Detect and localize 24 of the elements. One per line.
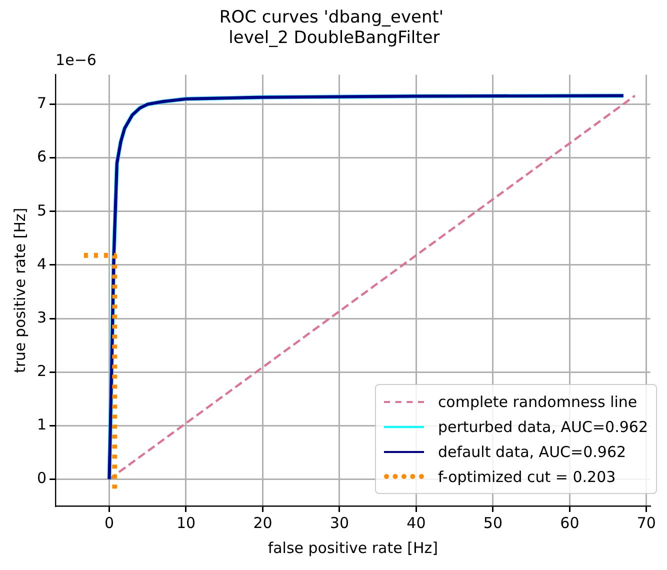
x-tick-label: 30 [330,514,350,532]
legend-label: perturbed data, AUC=0.962 [438,418,648,436]
x-tick-label: 70 [636,514,656,532]
y-tick-label: 6 [36,148,47,166]
legend-label: f-optimized cut = 0.203 [438,468,616,486]
x-axis-title: false positive rate [Hz] [268,538,438,557]
y-tick-label: 4 [36,254,47,273]
y-tick-label: 7 [36,94,47,112]
y-tick-label: 3 [36,308,47,326]
chart-title: ROC curves 'dbang_event' level_2 DoubleBangFilter [219,8,444,48]
y-tick-label: 1 [36,416,47,434]
legend-label: complete randomness line [438,392,638,410]
y-tick-label: 2 [36,362,47,380]
x-tick-label: 10 [176,514,196,532]
x-tick-label: 20 [253,514,272,532]
text: 1e−6 [56,51,96,70]
y-axis-title: true positive rate [Hz] [10,208,29,374]
x-tick-label: 60 [560,514,580,532]
legend-label: default data, AUC=0.962 [438,442,626,460]
x-tick-label: 0 [104,514,114,532]
x-tick-label: 50 [483,514,502,532]
x-tick-label: 40 [406,514,426,532]
y-tick-label: 5 [36,201,47,220]
y-tick-label: 0 [36,469,47,488]
